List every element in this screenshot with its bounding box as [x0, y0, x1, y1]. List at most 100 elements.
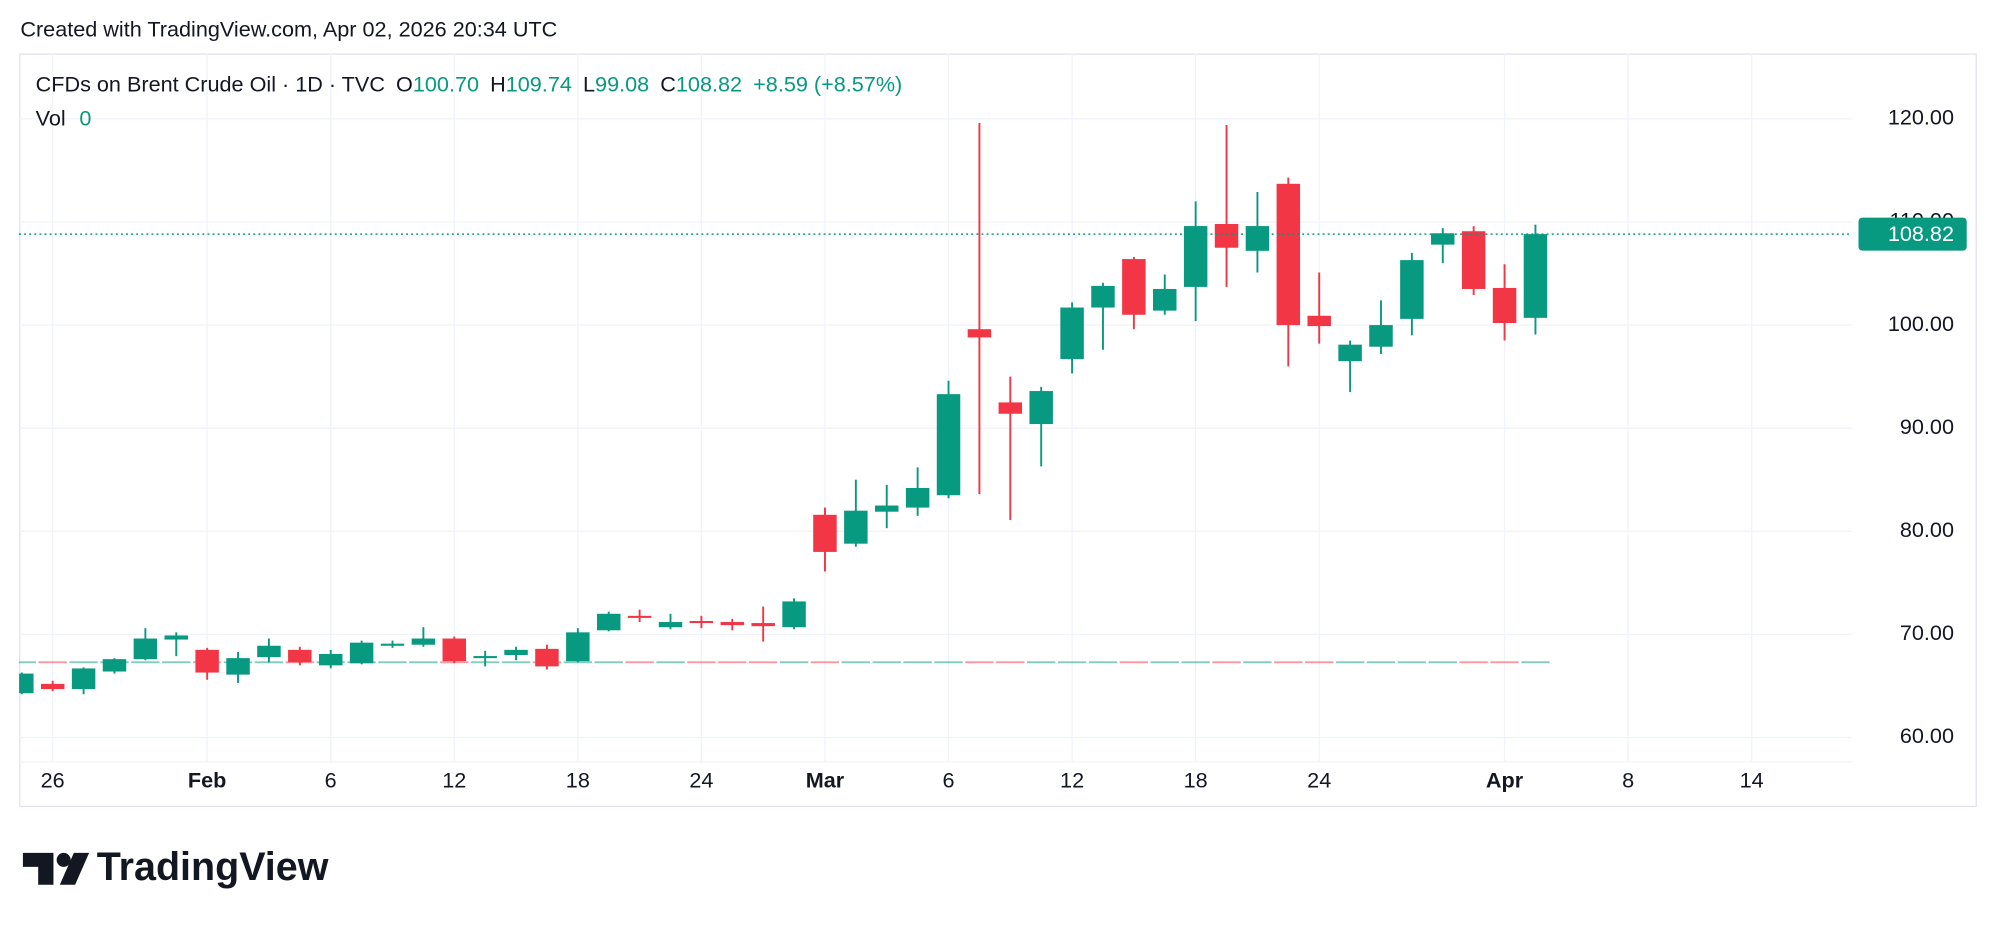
y-tick-label: 60.00 [1900, 723, 1954, 748]
volume-bar [687, 661, 716, 664]
volume-bar [1335, 661, 1365, 664]
x-tick-label: 12 [1060, 767, 1084, 792]
volume-value: 0 [79, 105, 91, 130]
volume-bar [131, 661, 160, 664]
volume-bar [656, 661, 685, 664]
volume-bar [19, 661, 36, 664]
volume-bar [1057, 661, 1087, 664]
candle-body [1214, 224, 1239, 248]
y-tick-label: 70.00 [1900, 620, 1954, 645]
grid [19, 53, 1853, 762]
volume-bar [1150, 661, 1179, 664]
x-tick-label: 18 [566, 767, 590, 792]
volume-bar [903, 661, 932, 664]
volume-bar [378, 661, 407, 664]
candle-body [473, 656, 497, 659]
volume-bar [1181, 661, 1210, 664]
candle-body [442, 638, 467, 662]
volume-bar [69, 661, 98, 664]
volume-label: Vol [36, 105, 66, 130]
candle-body [998, 402, 1023, 414]
candle-body [751, 623, 775, 627]
logo-slash [59, 852, 90, 885]
candle-body [658, 622, 683, 628]
candle-body [257, 645, 281, 658]
candle-body [596, 613, 621, 631]
candle-body [195, 649, 219, 673]
volume-bar [1119, 661, 1149, 664]
volume-bar [1088, 661, 1118, 664]
candle-body [318, 654, 343, 666]
volume-bar [563, 661, 593, 664]
x-tick-label: 24 [1307, 767, 1331, 792]
axes: 60.0070.0080.0090.00100.00110.00120.0026… [19, 105, 1967, 792]
price-label: 108.82 [1888, 221, 1954, 246]
candle-body [71, 668, 96, 690]
volume-bar [1428, 661, 1457, 664]
volume-bar [872, 661, 901, 664]
candle-body [1060, 307, 1084, 360]
candle-body [1091, 285, 1115, 308]
low-label: L [583, 71, 595, 96]
logo-dot [56, 852, 71, 867]
volume-bar [934, 661, 963, 664]
candle-body [1431, 233, 1455, 245]
candle-body [566, 632, 590, 662]
open-label: O [396, 71, 413, 96]
volume-bar [718, 661, 747, 664]
high-value: 109.74 [506, 71, 572, 96]
candle-body [380, 643, 405, 646]
candle-body [782, 601, 806, 628]
volume-bar [625, 661, 654, 664]
y-tick-label: 100.00 [1888, 311, 1954, 336]
volume-legend: Vol 0 [36, 105, 92, 130]
x-tick-label: 8 [1622, 767, 1634, 792]
x-tick-label: 14 [1740, 767, 1764, 792]
change-percent: (+8.57%) [814, 71, 902, 96]
candle-body [40, 683, 65, 690]
candle-body [813, 514, 837, 552]
volume-bar [996, 661, 1025, 664]
change: +8.59 [753, 71, 808, 96]
y-tick-label: 80.00 [1900, 517, 1954, 542]
candle-body [1122, 259, 1146, 315]
x-tick-label: Apr [1486, 767, 1524, 792]
candle-body [1276, 183, 1301, 326]
volume-bar [162, 661, 191, 664]
volume-bar [749, 661, 778, 664]
y-tick-label: 90.00 [1900, 414, 1954, 439]
candle-body [133, 638, 158, 660]
candle-body [1338, 344, 1362, 362]
volume-bar [1366, 661, 1396, 664]
volume-bar [1027, 661, 1056, 664]
volume-bar [1212, 661, 1241, 664]
candle-body [1153, 288, 1177, 311]
volume-bar [965, 661, 994, 664]
candle-body [627, 615, 652, 618]
high-label: H [490, 71, 506, 96]
plot [19, 122, 1548, 695]
candle-body [411, 638, 436, 645]
open-value: 100.70 [413, 71, 479, 96]
candle-body [1183, 226, 1208, 287]
x-tick-label: Feb [188, 767, 226, 792]
volume-bar [1274, 661, 1303, 664]
x-tick-label: 18 [1184, 767, 1208, 792]
symbol: CFDs on Brent Crude Oil · 1D · TVC [36, 71, 385, 96]
candle-body [875, 505, 899, 512]
x-tick-label: 6 [943, 767, 955, 792]
candle-body [1492, 287, 1517, 324]
candle-body [844, 510, 868, 544]
candle-body [19, 673, 34, 694]
volume-bar [810, 661, 840, 664]
candle-body [1029, 391, 1053, 425]
low-value: 99.08 [595, 71, 649, 96]
x-tick-label: 6 [325, 767, 337, 792]
y-tick-label: 120.00 [1888, 105, 1954, 130]
candle-body [1307, 315, 1331, 327]
candle-body [905, 487, 930, 508]
volume-bar [1305, 661, 1334, 664]
candle-body [689, 621, 714, 624]
